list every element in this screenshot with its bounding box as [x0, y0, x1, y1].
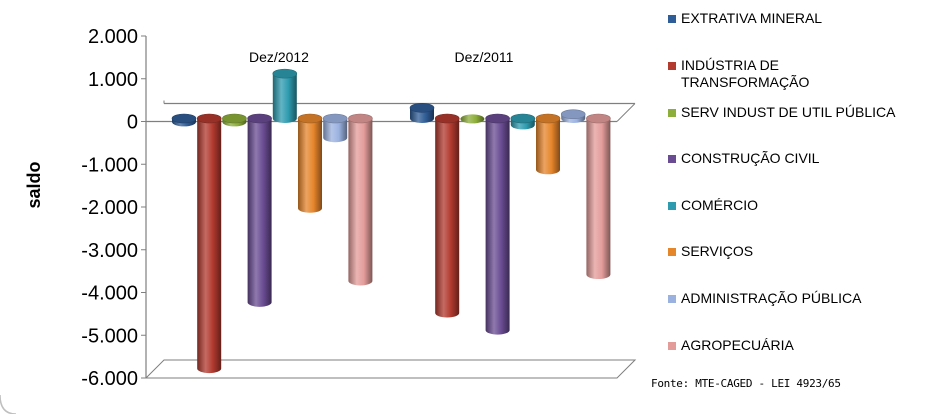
legend-swatch [668, 202, 676, 210]
bar-cap [485, 113, 510, 124]
bar [272, 68, 298, 123]
bar-body [323, 118, 348, 143]
y-tick-label: 2.000 [88, 26, 138, 48]
y-axis: 2.000 1.000 0 -1.000 -2.000 -3.000 -4.000 -5.00… [81, 26, 147, 390]
legend-item: ADMINISTRAÇÃO PÚBLICA [668, 290, 861, 307]
legend-swatch [668, 248, 676, 256]
bar [322, 113, 348, 143]
bar-body [435, 118, 460, 318]
y-tick-label: -5.000 [81, 325, 138, 347]
legend-swatch [668, 62, 676, 70]
bar [171, 113, 197, 127]
legend-label: COMÉRCIO [681, 197, 758, 213]
bar [222, 113, 247, 127]
bar [535, 113, 561, 175]
legend-item: SERV INDUST DE UTIL PÚBLICA [668, 104, 895, 121]
bar [485, 113, 510, 335]
legend-label: EXTRATIVA MINERAL [681, 10, 823, 26]
source-note: Fonte: MTE-CAGED - LEI 4923/65 [651, 377, 841, 390]
y-tick-label: -6.000 [81, 368, 138, 390]
back-wall-edge-right [616, 103, 636, 122]
bar-body [272, 73, 297, 123]
bar-body [247, 118, 272, 307]
bar-body [485, 118, 510, 335]
bar-body [348, 118, 373, 286]
legend-label: INDÚSTRIA DE TRANSFORMAÇÃO [681, 57, 810, 90]
legend-swatch [668, 155, 676, 163]
category-label: Dez/2012 [249, 49, 309, 65]
bar [196, 113, 222, 374]
legend-swatch [668, 342, 676, 350]
bar-cap [196, 113, 222, 124]
legend-item: EXTRATIVA MINERAL [668, 10, 822, 27]
y-tick-label: -4.000 [81, 283, 138, 305]
bar [247, 113, 272, 307]
bar-cap [222, 113, 247, 124]
bar-cap [348, 113, 373, 124]
legend-item: CONSTRUÇÃO CIVIL [668, 150, 819, 167]
legend-swatch [668, 15, 676, 23]
bar-body [536, 118, 560, 175]
floor [144, 359, 637, 379]
bar-cap [272, 68, 298, 79]
y-tick-label: -1.000 [81, 154, 138, 176]
legend: EXTRATIVA MINERAL INDÚSTRIA DE TRANSFORMA… [668, 0, 929, 360]
legend-label: ADMINISTRAÇÃO PÚBLICA [681, 290, 862, 306]
bar-disc [460, 114, 485, 124]
chart-border [0, 394, 17, 414]
y-tick-label: -3.000 [81, 240, 138, 262]
y-tick-label: 0 [127, 112, 138, 134]
bar [297, 113, 323, 213]
bar-cap [171, 113, 197, 124]
legend-label: SERVIÇOS [681, 243, 754, 259]
y-tick-label: -2.000 [81, 197, 138, 219]
bar-cap [247, 113, 272, 124]
bar [586, 113, 611, 280]
legend-item: COMÉRCIO [668, 197, 758, 214]
legend-item: SERVIÇOS [668, 243, 753, 260]
bar-body [298, 118, 322, 213]
bar-body [586, 118, 611, 280]
legend-label: SERV INDUST DE UTIL PÚBLICA [681, 104, 896, 120]
bar-cap [322, 113, 348, 124]
bar [348, 113, 373, 286]
category-label: Dez/2011 [455, 49, 514, 65]
y-axis-label: saldo [24, 161, 44, 208]
legend-item: AGROPECUÁRIA [668, 337, 794, 354]
bar-cap [560, 109, 586, 120]
legend-label: AGROPECUÁRIA [681, 337, 794, 353]
bar [434, 113, 460, 318]
legend-label: CONSTRUÇÃO CIVIL [681, 150, 820, 166]
bar-cap [535, 113, 561, 124]
bar [409, 103, 435, 123]
bar-body [197, 118, 222, 374]
category-labels: Dez/2012 Dez/2011 [249, 49, 514, 65]
bar-cap [434, 113, 460, 124]
bar-cap [409, 103, 435, 113]
bar [460, 114, 485, 124]
bars [171, 68, 611, 374]
bar-cap [586, 113, 611, 124]
bar-cap [297, 113, 323, 124]
bar-cap [510, 113, 536, 124]
legend-swatch [668, 109, 676, 117]
legend-item: INDÚSTRIA DE TRANSFORMAÇÃO [668, 57, 809, 91]
bar [510, 113, 536, 130]
bar [560, 109, 586, 123]
y-tick-label: 1.000 [88, 69, 138, 91]
legend-swatch [668, 295, 676, 303]
